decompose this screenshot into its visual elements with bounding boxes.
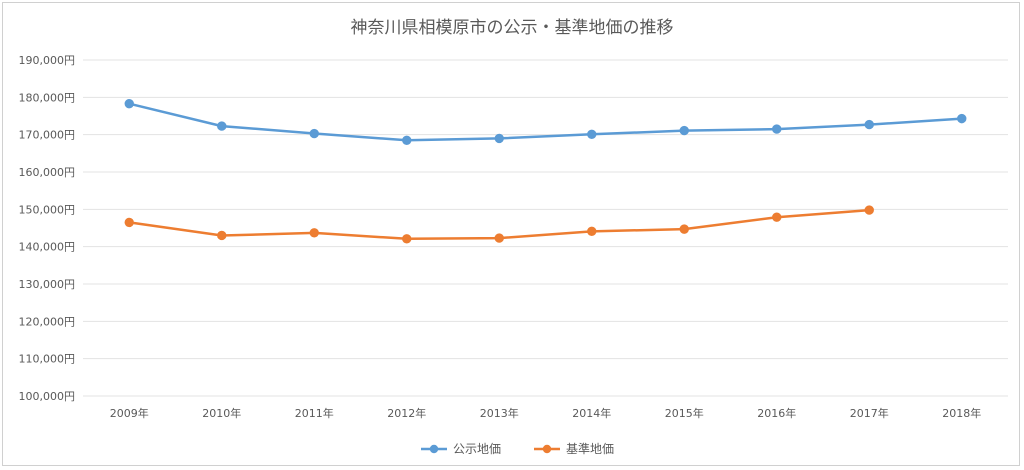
- data-point: [124, 217, 134, 228]
- data-point: [772, 212, 782, 222]
- y-tick-label: 180,000円: [19, 91, 76, 104]
- x-tick-label: 2013年: [480, 406, 519, 420]
- x-tick-label: 2012年: [387, 406, 426, 420]
- gridlines: [83, 59, 1008, 397]
- data-point: [402, 135, 412, 145]
- series-layer: [124, 98, 967, 244]
- y-axis-ticks: 100,000円 110,000円 120,000円 130,000円 140,000円…: [19, 54, 76, 403]
- x-tick-label: 2010年: [202, 406, 241, 420]
- data-point: [217, 121, 227, 131]
- data-point: [864, 119, 874, 130]
- legend-marker: [542, 444, 552, 454]
- x-tick-label: 2014年: [572, 406, 611, 420]
- x-axis-ticks: 2009年 2010年 2011年 2012年 2013年 2014年 2015年 2016年…: [110, 406, 982, 420]
- data-point: [402, 234, 412, 244]
- data-point: [494, 133, 504, 144]
- data-point: [309, 228, 319, 238]
- y-tick-label: 140,000円: [19, 241, 76, 254]
- data-point: [494, 233, 504, 243]
- y-tick-label: 130,000円: [19, 278, 76, 291]
- legend-label: 基準地価: [566, 441, 614, 456]
- y-tick-label: 110,000円: [19, 353, 76, 366]
- line-chart: 神奈川県相模原市の公示・基準地価の推移 100,000円 110,000円 120,…: [19, 18, 1008, 456]
- x-tick-label: 2015年: [665, 406, 704, 420]
- y-tick-label: 150,000円: [19, 203, 76, 216]
- data-point: [679, 125, 689, 136]
- data-point: [957, 113, 967, 124]
- y-tick-label: 190,000円: [19, 54, 76, 67]
- data-point: [864, 205, 874, 215]
- x-tick-label: 2017年: [850, 406, 889, 420]
- y-tick-label: 120,000円: [19, 315, 76, 328]
- legend-label: 公示地価: [453, 442, 501, 456]
- x-tick-label: 2009年: [110, 406, 149, 420]
- x-tick-label: 2018年: [942, 406, 981, 420]
- legend: 公示地価 基準地価: [421, 441, 614, 456]
- x-tick-label: 2016年: [757, 406, 796, 420]
- data-point: [124, 98, 134, 109]
- series-line-1: [129, 102, 962, 142]
- data-point: [772, 124, 782, 134]
- x-tick-label: 2011年: [295, 406, 334, 420]
- y-tick-label: 170,000円: [19, 129, 76, 142]
- chart-title: 神奈川県相模原市の公示・基準地価の推移: [351, 18, 674, 38]
- y-tick-label: 160,000円: [19, 166, 76, 179]
- data-point: [679, 224, 689, 234]
- legend-marker: [429, 444, 439, 454]
- data-point: [217, 230, 227, 241]
- data-point: [587, 129, 597, 139]
- data-point: [309, 128, 319, 139]
- data-point: [587, 226, 597, 237]
- y-tick-label: 100,000円: [19, 390, 76, 403]
